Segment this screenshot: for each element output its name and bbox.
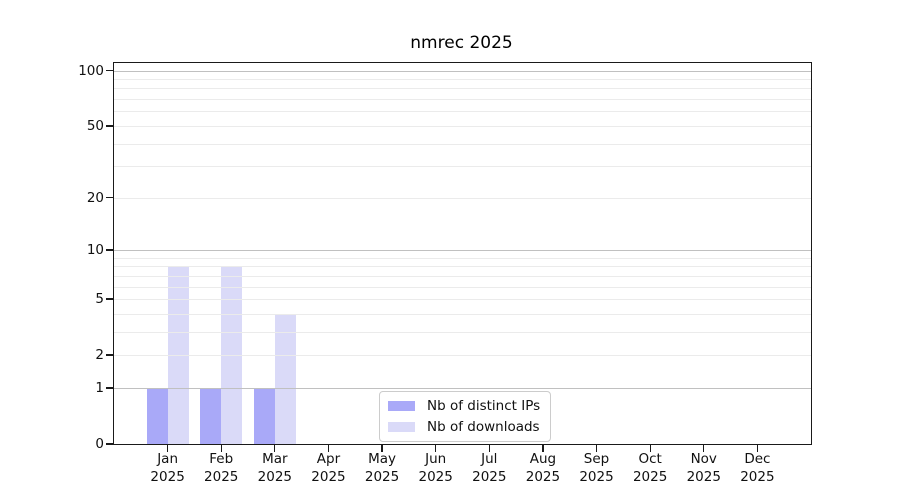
x-tick-year: 2025: [686, 469, 721, 485]
x-tick-mark: [435, 445, 437, 452]
y-tick-label: 10: [86, 242, 104, 258]
gridline-minor: [114, 166, 811, 168]
x-tick-label: Apr 2025: [288, 450, 368, 486]
gridline-minor: [114, 111, 811, 113]
x-tick-label: Jun 2025: [396, 450, 476, 486]
x-tick-mark: [542, 445, 544, 452]
x-tick-month: Jan: [157, 451, 179, 467]
x-tick-year: 2025: [740, 469, 775, 485]
x-tick-month: Oct: [638, 451, 662, 467]
y-tick-mark: [106, 298, 113, 300]
y-tick-label: 5: [95, 291, 104, 308]
x-tick-mark: [649, 445, 651, 452]
y-tick-label: 50: [86, 117, 104, 134]
y-tick-mark: [106, 387, 113, 389]
x-tick-year: 2025: [472, 469, 507, 485]
x-tick-label: Jan 2025: [128, 450, 208, 486]
y-tick-mark: [106, 69, 113, 72]
x-tick-label: Mar 2025: [235, 450, 315, 486]
x-tick-month: Mar: [262, 451, 288, 467]
gridline-minor: [114, 88, 811, 90]
y-tick-mark: [106, 354, 113, 356]
x-tick-label: Nov 2025: [664, 450, 744, 486]
y-tick-mark: [106, 125, 113, 127]
gridline-minor: [114, 79, 811, 81]
gridline-major: [114, 387, 811, 389]
x-tick-mark: [488, 445, 490, 452]
x-tick-mark: [756, 445, 759, 452]
gridline-minor: [114, 125, 811, 127]
x-tick-mark: [274, 445, 276, 452]
gridline-major: [114, 250, 811, 251]
gridline-minor: [114, 266, 811, 268]
x-tick-month: Jun: [425, 451, 447, 467]
gridline-minor: [114, 355, 811, 357]
x-tick-month: Aug: [529, 451, 557, 467]
x-tick-label: Dec 2025: [717, 450, 797, 486]
gridline-minor: [114, 143, 811, 145]
y-tick-label: 2: [95, 347, 104, 364]
chart-title: nmrec 2025: [410, 33, 513, 53]
gridline-minor: [114, 299, 811, 301]
x-tick-year: 2025: [150, 469, 185, 485]
gridline-minor: [114, 286, 811, 288]
x-tick-month: Dec: [744, 451, 771, 467]
x-tick-month: Apr: [316, 451, 341, 467]
x-tick-label: Aug 2025: [503, 450, 583, 486]
x-tick-label: Feb 2025: [181, 450, 261, 486]
gridline-minor: [114, 99, 811, 101]
x-tick-mark: [220, 445, 222, 452]
x-tick-month: Sep: [583, 451, 610, 467]
x-tick-year: 2025: [632, 469, 668, 485]
x-tick-mark: [166, 445, 169, 452]
x-tick-year: 2025: [204, 469, 239, 485]
y-tick-mark: [106, 443, 113, 445]
gridline-minor: [114, 257, 811, 259]
x-tick-year: 2025: [364, 469, 400, 485]
legend-label-downloads: Nb of downloads: [427, 419, 540, 435]
x-tick-mark: [703, 445, 705, 452]
x-tick-mark: [595, 445, 598, 452]
gridline-minor: [114, 275, 811, 277]
x-tick-mark: [327, 445, 330, 452]
bar-distinct-ips: [200, 387, 222, 444]
gridline-minor: [114, 313, 811, 315]
x-tick-label: Jul 2025: [449, 450, 529, 486]
x-tick-month: Jul: [481, 451, 498, 467]
y-tick-label: 100: [78, 62, 104, 79]
x-tick-month: Feb: [209, 451, 234, 467]
legend-label-distinct-ips: Nb of distinct IPs: [427, 398, 541, 414]
legend-box: Nb of distinct IPs Nb of downloads: [379, 391, 552, 442]
legend-swatch-downloads: [388, 422, 415, 432]
x-tick-label: Oct 2025: [610, 450, 690, 486]
x-tick-label: Sep 2025: [557, 450, 637, 486]
plot-area: Nb of distinct IPs Nb of downloads 0 1 2 5 1…: [78, 62, 812, 485]
y-tick-label: 20: [86, 189, 104, 206]
y-tick-mark: [106, 197, 113, 199]
x-tick-month: Nov: [690, 451, 717, 467]
x-tick-year: 2025: [257, 469, 293, 485]
y-tick-label: 0: [95, 436, 104, 452]
legend-swatch-distinct-ips: [388, 401, 415, 411]
gridline-minor: [114, 331, 811, 333]
x-tick-year: 2025: [418, 469, 453, 485]
x-tick-month: May: [368, 451, 397, 467]
gridline-major: [114, 70, 811, 72]
x-tick-year: 2025: [525, 469, 561, 485]
bar-distinct-ips: [253, 387, 275, 444]
x-tick-year: 2025: [311, 469, 346, 485]
gridline-minor: [114, 197, 811, 199]
y-tick-label: 1: [95, 379, 104, 396]
x-tick-year: 2025: [579, 469, 614, 485]
legend-row-distinct-ips: Nb of distinct IPs: [388, 398, 540, 414]
bar-distinct-ips: [146, 387, 168, 444]
bar-downloads: [274, 313, 296, 444]
y-tick-mark: [106, 249, 113, 251]
legend-row-downloads: Nb of downloads: [388, 419, 540, 435]
x-tick-label: May 2025: [342, 450, 422, 486]
x-tick-mark: [381, 445, 383, 452]
